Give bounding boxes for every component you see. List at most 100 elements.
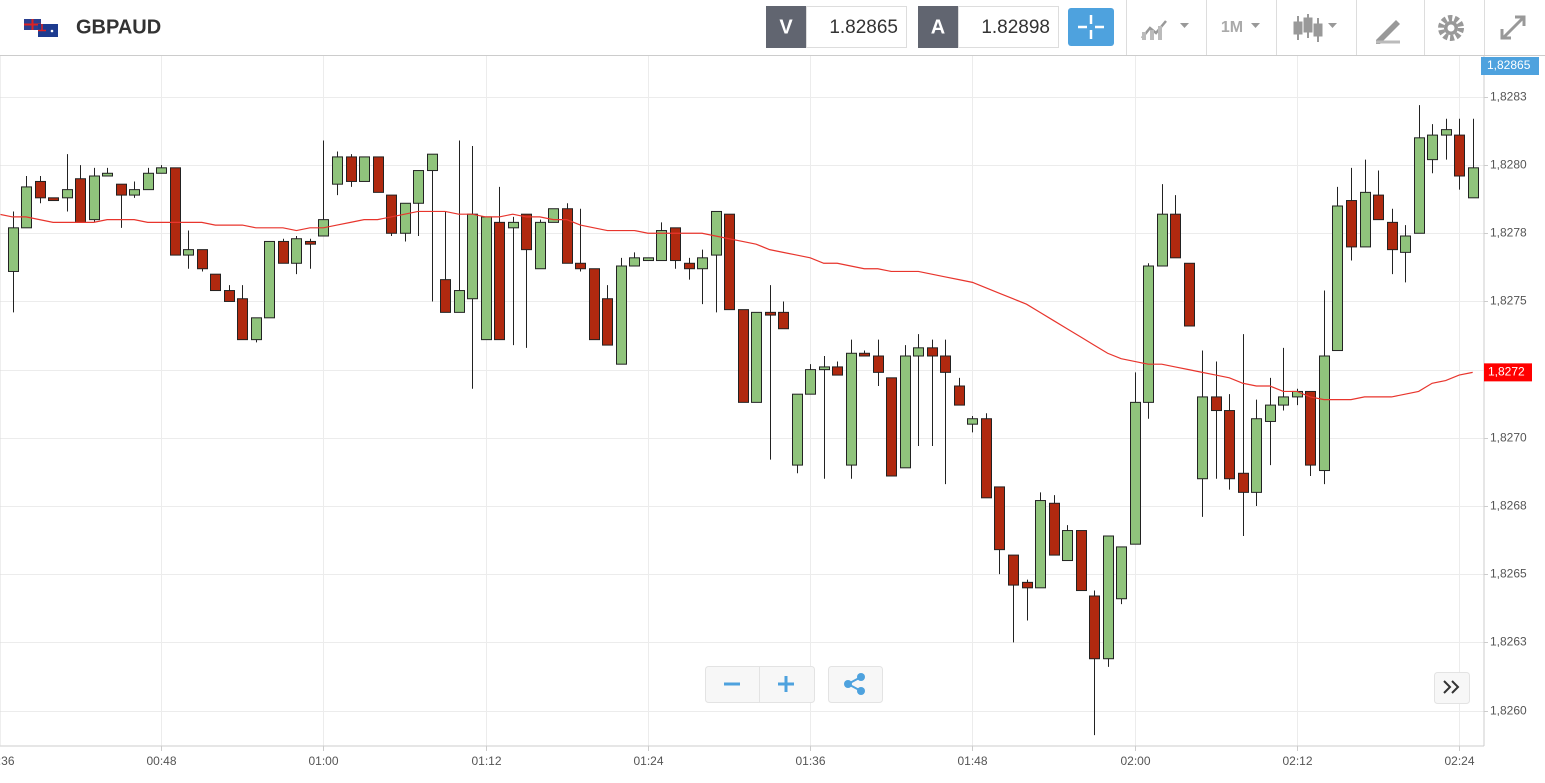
- candle-body-up: [1197, 396, 1208, 480]
- y-tick-label: 1,8263: [1490, 635, 1527, 649]
- candle-body-up: [89, 175, 100, 221]
- candle-body-up: [21, 186, 32, 229]
- crosshair-button[interactable]: [1068, 8, 1114, 46]
- candle-body-up: [1157, 213, 1168, 267]
- candle-body-down: [170, 167, 181, 256]
- indicator-button[interactable]: [1293, 14, 1337, 42]
- candle-body-down: [75, 178, 86, 223]
- candle-body-up: [1414, 137, 1425, 234]
- bid-tag-box[interactable]: [766, 6, 806, 48]
- candle-body-down: [440, 279, 451, 313]
- share-button[interactable]: [828, 666, 883, 703]
- candle-body-up: [129, 189, 140, 196]
- scroll-end-button[interactable]: [1434, 672, 1470, 704]
- candle-body-up: [413, 170, 424, 204]
- timeframe-button[interactable]: 1M: [1221, 19, 1260, 36]
- candle-body-up: [359, 156, 370, 182]
- settings-button[interactable]: [1438, 15, 1464, 41]
- candle-body-down: [940, 355, 951, 373]
- candle-body-down: [197, 249, 208, 270]
- candle-body-up: [643, 257, 654, 262]
- toolbar-separators: [1126, 0, 1485, 55]
- candle-body-up: [1427, 134, 1438, 161]
- bid-tag[interactable]: V: [779, 16, 793, 38]
- candle-body-up: [697, 257, 708, 270]
- bid-box[interactable]: [806, 6, 907, 48]
- candle-body-up: [1035, 500, 1046, 589]
- fullscreen-button[interactable]: [1500, 15, 1526, 40]
- ask-tag[interactable]: A: [931, 16, 945, 38]
- candle-body-down: [237, 298, 248, 341]
- candle-body-down: [1211, 396, 1222, 412]
- candle-body-down: [670, 227, 681, 262]
- candle-body-up: [792, 393, 803, 466]
- y-tick-label: 1,8280: [1490, 158, 1527, 172]
- x-tick-label: 01:12: [471, 754, 501, 768]
- candle-body-up: [1116, 546, 1127, 600]
- candle-body-down: [575, 262, 586, 270]
- candle-body-up: [711, 210, 722, 256]
- y-tick-label: 1,8283: [1490, 90, 1527, 104]
- candle-body-down: [927, 347, 938, 357]
- candle-body-up: [548, 208, 559, 223]
- candle-body-down: [994, 486, 1005, 551]
- candle-body-down: [116, 183, 127, 196]
- candle-body-down: [1049, 502, 1060, 556]
- candle-body-up: [183, 249, 194, 256]
- candle-body-up: [1265, 404, 1276, 422]
- x-tick-label: 01:36: [795, 754, 825, 768]
- candle-body-up: [481, 216, 492, 341]
- candle-body-down: [1373, 194, 1384, 221]
- candle-body-up: [967, 418, 978, 425]
- candle-body-down: [1008, 554, 1019, 586]
- candle-body-up: [467, 213, 478, 300]
- candle-body-down: [778, 311, 789, 330]
- candle-body-up: [264, 240, 275, 319]
- axes: 1,82601,82631,82651,82681,82701,82731,82…: [0, 57, 1539, 768]
- timeframe[interactable]: 1M: [1221, 19, 1243, 36]
- ask-box[interactable]: [958, 6, 1059, 48]
- x-tick-label: 02:12: [1282, 754, 1312, 768]
- candle-body-up: [62, 189, 73, 199]
- y-tick-label: 1,8265: [1490, 567, 1527, 581]
- chart-type-button[interactable]: [1141, 20, 1189, 40]
- candle-body-up: [819, 366, 830, 371]
- candle-body-down: [1224, 410, 1235, 480]
- candle-body-down: [48, 197, 59, 202]
- flag-icon: [24, 19, 58, 37]
- ask-tag-box[interactable]: [918, 6, 958, 48]
- candle-body-down: [346, 156, 357, 182]
- y-tick-label: 1,8278: [1490, 226, 1527, 240]
- y-tick-label: 1,8268: [1490, 499, 1527, 513]
- candle-body-up: [1441, 129, 1452, 136]
- candle-body-up: [1278, 396, 1289, 406]
- candle-body-up: [156, 167, 167, 174]
- candle-body-up: [1400, 235, 1411, 253]
- candle-body-down: [981, 418, 992, 499]
- ask-price[interactable]: 1.82898: [981, 17, 1050, 38]
- zoom-in-button[interactable]: [778, 676, 794, 692]
- x-tick-label: 01:00: [308, 754, 338, 768]
- candle-body-down: [886, 377, 897, 477]
- price-badge: 1,82865: [1487, 58, 1531, 72]
- bid-price[interactable]: 1.82865: [829, 17, 898, 38]
- x-tick-label: 01:24: [633, 754, 663, 768]
- candle-body-up: [900, 355, 911, 469]
- candle-body-down: [1089, 595, 1100, 660]
- candle-body-up: [508, 221, 519, 229]
- y-tick-label: 1,8270: [1490, 431, 1527, 445]
- candle-body-down: [859, 352, 870, 357]
- x-tick-label: 02:00: [1120, 754, 1150, 768]
- drawing-button[interactable]: [1376, 20, 1400, 44]
- candle-body-down: [684, 262, 695, 270]
- y-tick-label: 1,8275: [1490, 294, 1527, 308]
- plot-area: [0, 105, 1479, 736]
- x-tick-label: 01:48: [957, 754, 987, 768]
- candle-body-down: [1305, 390, 1316, 466]
- candle-body-down: [1184, 262, 1195, 327]
- ma-badge-box: [1484, 363, 1532, 382]
- candle-body-up: [400, 202, 411, 234]
- candle-body-down: [1022, 581, 1033, 589]
